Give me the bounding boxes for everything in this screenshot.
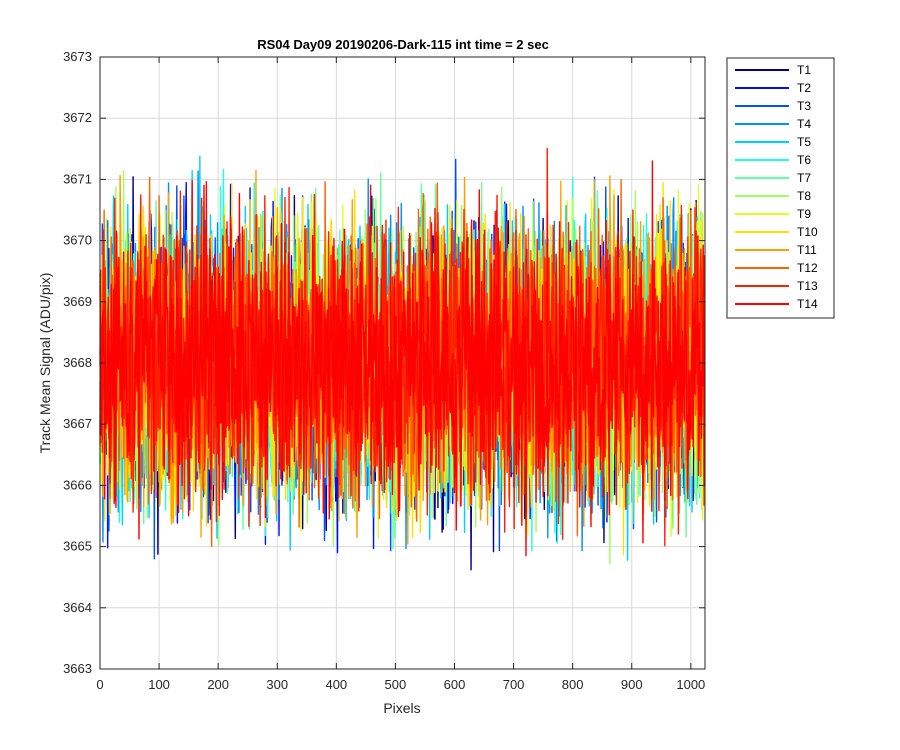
legend-label-t13: T13 — [797, 279, 818, 293]
legend-label-t1: T1 — [797, 63, 811, 77]
legend-box — [726, 57, 835, 319]
y-tick-label: 3665 — [63, 539, 92, 554]
legend-label-t5: T5 — [797, 135, 811, 149]
legend-label-t10: T10 — [797, 225, 818, 239]
x-tick-label: 100 — [148, 677, 170, 692]
y-tick-label: 3666 — [63, 477, 92, 492]
y-tick-label: 3667 — [63, 416, 92, 431]
x-tick-label: 0 — [96, 677, 103, 692]
legend: T1 T2 T3 T4 T5 T6 T7 T8 T9 T10 T11 T12 T13 T14 — [726, 57, 835, 319]
x-tick-label: 600 — [444, 677, 466, 692]
legend-label-t11: T11 — [797, 243, 817, 257]
series-line-t14 — [99, 160, 706, 557]
x-tick-label: 700 — [503, 677, 525, 692]
y-tick-label: 3670 — [63, 233, 92, 248]
legend-label-t7: T7 — [797, 171, 811, 185]
y-tick-label: 3668 — [63, 355, 92, 370]
y-tick-label: 3669 — [63, 294, 92, 309]
y-tick-label: 3673 — [63, 49, 92, 64]
legend-label-t2: T2 — [797, 81, 811, 95]
x-tick-label: 800 — [562, 677, 584, 692]
x-tick-label: 1000 — [676, 677, 705, 692]
y-tick-label: 3672 — [63, 110, 92, 125]
legend-label-t6: T6 — [797, 153, 811, 167]
chart-title: RS04 Day09 20190206-Dark-115 int time = … — [257, 37, 549, 52]
legend-label-t12: T12 — [797, 261, 818, 275]
legend-label-t8: T8 — [797, 189, 811, 203]
x-tick-label: 900 — [621, 677, 643, 692]
x-tick-label: 200 — [207, 677, 229, 692]
y-tick-label: 3671 — [63, 171, 92, 186]
y-axis-label: Track Mean Signal (ADU/pix) — [37, 273, 53, 454]
legend-label-t9: T9 — [797, 207, 811, 221]
x-tick-label: 400 — [325, 677, 347, 692]
x-tick-label: 500 — [385, 677, 407, 692]
y-tick-label: 3663 — [63, 661, 92, 676]
axis-ticks: 0 100 200 300 400 500 600 700 800 900 1000 3663 3664… — [63, 49, 705, 692]
legend-label-t4: T4 — [797, 117, 811, 131]
x-axis-label: Pixels — [383, 700, 420, 716]
series-layer — [99, 147, 706, 571]
y-tick-label: 3664 — [63, 600, 92, 615]
legend-label-t3: T3 — [797, 99, 811, 113]
legend-label-t14: T14 — [797, 297, 818, 311]
x-tick-label: 300 — [266, 677, 288, 692]
